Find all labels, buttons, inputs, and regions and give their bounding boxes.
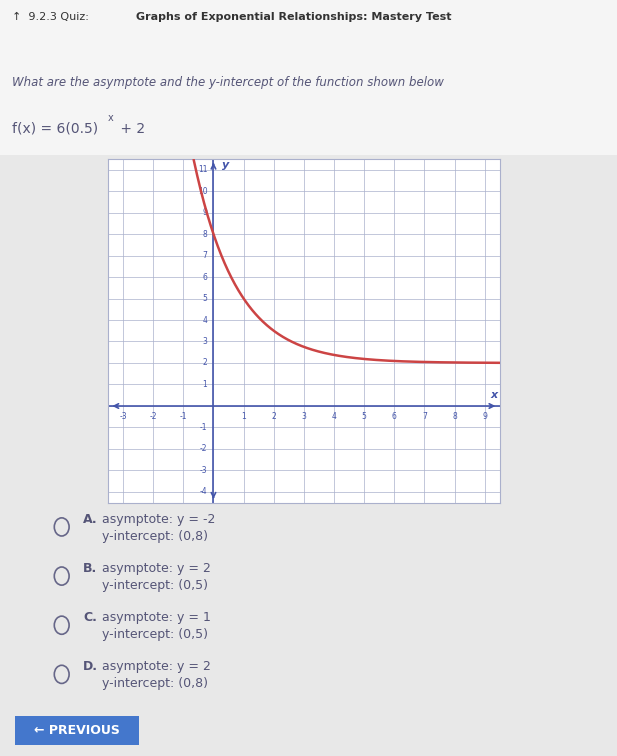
Text: 7: 7: [202, 251, 207, 260]
Text: x: x: [108, 113, 114, 123]
Text: 1: 1: [241, 413, 246, 421]
Text: -4: -4: [200, 488, 207, 497]
Text: 6: 6: [202, 272, 207, 281]
Text: -2: -2: [200, 445, 207, 454]
Text: 9: 9: [202, 208, 207, 217]
Text: f(x) = 6(0.5): f(x) = 6(0.5): [12, 122, 99, 135]
Text: 3: 3: [202, 337, 207, 346]
Text: 11: 11: [198, 165, 207, 174]
Text: y-intercept: (0,5): y-intercept: (0,5): [102, 627, 208, 641]
Text: 8: 8: [452, 413, 457, 421]
Text: y: y: [222, 160, 229, 170]
Text: 8: 8: [202, 230, 207, 238]
Text: -2: -2: [149, 413, 157, 421]
Text: ← PREVIOUS: ← PREVIOUS: [34, 723, 120, 737]
Text: 10: 10: [198, 187, 207, 196]
Text: 2: 2: [271, 413, 276, 421]
Text: 7: 7: [422, 413, 427, 421]
Text: A.: A.: [83, 513, 98, 526]
Text: D.: D.: [83, 660, 98, 674]
Text: 5: 5: [202, 294, 207, 303]
Text: 4: 4: [202, 315, 207, 324]
Text: x: x: [490, 390, 497, 400]
Text: -1: -1: [200, 423, 207, 432]
Text: 4: 4: [331, 413, 336, 421]
Text: 5: 5: [362, 413, 366, 421]
Text: y-intercept: (0,8): y-intercept: (0,8): [102, 677, 208, 690]
Text: y-intercept: (0,5): y-intercept: (0,5): [102, 578, 208, 592]
Text: ↑  9.2.3 Quiz:: ↑ 9.2.3 Quiz:: [12, 12, 89, 22]
Text: 1: 1: [202, 380, 207, 389]
Text: asymptote: y = 2: asymptote: y = 2: [102, 660, 210, 674]
Text: asymptote: y = 2: asymptote: y = 2: [102, 562, 210, 575]
Text: Graphs of Exponential Relationships: Mastery Test: Graphs of Exponential Relationships: Mas…: [136, 12, 451, 22]
Text: 3: 3: [302, 413, 306, 421]
Text: 6: 6: [392, 413, 397, 421]
Text: What are the asymptote and the y-intercept of the function shown below: What are the asymptote and the y-interce…: [12, 76, 444, 88]
Text: 9: 9: [482, 413, 487, 421]
Text: C.: C.: [83, 611, 97, 624]
Text: asymptote: y = -2: asymptote: y = -2: [102, 513, 215, 526]
Text: B.: B.: [83, 562, 97, 575]
Text: -3: -3: [200, 466, 207, 475]
Text: -3: -3: [119, 413, 127, 421]
Text: asymptote: y = 1: asymptote: y = 1: [102, 611, 210, 624]
Text: 2: 2: [202, 358, 207, 367]
Text: y-intercept: (0,8): y-intercept: (0,8): [102, 529, 208, 543]
Text: + 2: + 2: [116, 122, 145, 135]
Text: -1: -1: [180, 413, 187, 421]
